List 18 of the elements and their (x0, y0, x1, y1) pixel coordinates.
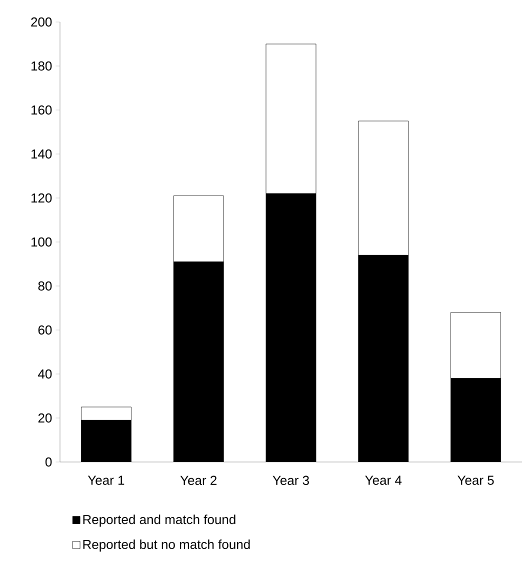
legend-label: Reported and match found (83, 514, 236, 527)
y-tick-label: 100 (31, 237, 52, 247)
y-tick-label: 0 (45, 457, 52, 467)
x-tick-label: Year 4 (365, 476, 402, 485)
y-tick-label: 200 (31, 17, 52, 27)
y-tick-label: 160 (31, 105, 52, 115)
x-tick-label: Year 2 (180, 476, 216, 485)
y-tick-label: 60 (38, 325, 52, 335)
y-tick-label: 140 (31, 149, 52, 159)
y-tick-label: 20 (38, 413, 52, 423)
y-tick-label: 120 (31, 193, 52, 203)
y-tick-label: 180 (31, 61, 52, 71)
y-tick-label: 40 (38, 369, 52, 379)
x-tick-label: Year 1 (88, 476, 124, 485)
y-tick-label: 80 (38, 281, 52, 291)
x-tick-label: Year 5 (458, 476, 494, 485)
x-tick-label: Year 3 (272, 476, 309, 485)
legend-label: Reported but no match found (83, 540, 250, 552)
